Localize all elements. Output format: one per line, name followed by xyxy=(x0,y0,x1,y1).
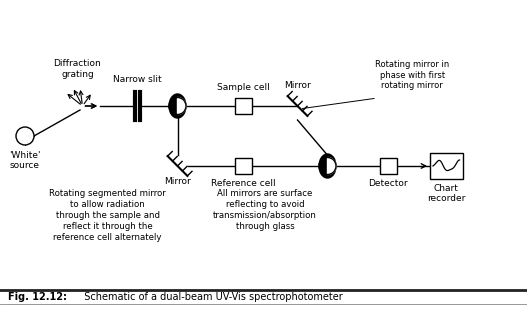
Bar xyxy=(235,158,251,174)
Text: All mirrors are surface
reflecting to avoid
transmission/absorption
through glas: All mirrors are surface reflecting to av… xyxy=(213,189,317,231)
Text: Detector: Detector xyxy=(368,179,408,187)
Text: Schematic of a dual-beam UV-Vis spectrophotometer: Schematic of a dual-beam UV-Vis spectrop… xyxy=(77,292,342,302)
Text: Narrow slit: Narrow slit xyxy=(113,75,162,83)
Text: Sample cell: Sample cell xyxy=(217,83,270,92)
Ellipse shape xyxy=(319,154,336,178)
Bar xyxy=(235,98,251,114)
Text: Fig. 12.12:: Fig. 12.12: xyxy=(7,292,66,302)
Circle shape xyxy=(16,127,34,145)
Wedge shape xyxy=(327,157,336,174)
Bar xyxy=(380,158,396,174)
Text: 'White'
source: 'White' source xyxy=(9,151,41,170)
Text: Mirror: Mirror xyxy=(284,81,311,90)
Text: Mirror: Mirror xyxy=(164,177,191,186)
Text: Rotating mirror in
phase with first
rotating mirror: Rotating mirror in phase with first rota… xyxy=(375,60,449,90)
Text: Rotating segmented mirror
to allow radiation
through the sample and
reflect it t: Rotating segmented mirror to allow radia… xyxy=(49,189,166,242)
Text: Reference cell: Reference cell xyxy=(211,179,276,187)
Wedge shape xyxy=(178,98,186,114)
Ellipse shape xyxy=(169,94,186,118)
Bar xyxy=(430,153,463,179)
Text: Diffraction
grating: Diffraction grating xyxy=(54,59,101,78)
Text: Chart
recorder: Chart recorder xyxy=(427,184,465,204)
